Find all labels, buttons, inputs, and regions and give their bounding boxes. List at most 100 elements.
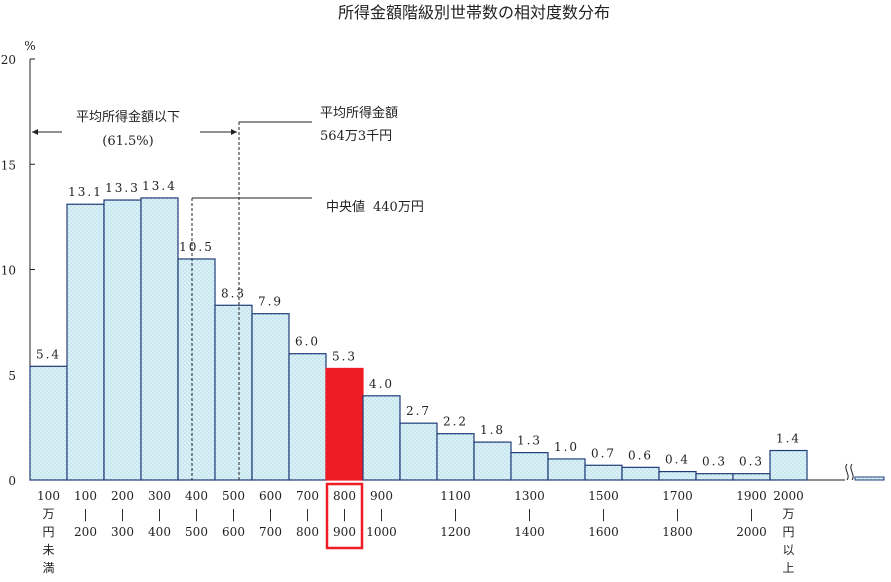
x-tick-label: 700 xyxy=(259,525,282,539)
bar-value-label: 0.3 xyxy=(739,455,764,469)
x-tick-label: 1600 xyxy=(588,525,619,539)
x-tick-label: | xyxy=(194,507,198,521)
bar-value-label: 0.4 xyxy=(665,453,690,467)
x-tick-label: | xyxy=(83,507,87,521)
x-tick-label: 未 xyxy=(42,543,54,557)
x-tick-label: 600 xyxy=(259,489,282,503)
bar-value-label: 1.8 xyxy=(480,423,505,437)
bar-value-label: 13.1 xyxy=(68,185,103,199)
bar-value-label: 2.2 xyxy=(443,415,468,429)
bar-value-label: 1.4 xyxy=(776,432,801,446)
x-tick-label: | xyxy=(268,507,272,521)
x-tick-label: 400 xyxy=(148,525,171,539)
x-tick-label: 300 xyxy=(111,525,134,539)
x-tick-label: 2000 xyxy=(773,489,804,503)
bar xyxy=(584,464,623,481)
x-tick-label: 1200 xyxy=(440,525,471,539)
x-tick-label: 900 xyxy=(333,525,356,539)
x-tick-label: | xyxy=(675,507,679,521)
bar xyxy=(399,422,438,481)
x-tick-label: 1700 xyxy=(662,489,693,503)
median-value: 440万円 xyxy=(373,200,424,215)
bar-value-label: 6.0 xyxy=(295,335,320,349)
y-tick-label: 10 xyxy=(1,264,16,278)
x-tick-label: | xyxy=(342,507,346,521)
x-tick-label: 万 xyxy=(42,507,54,521)
bar xyxy=(769,449,808,481)
bar-value-label: 0.3 xyxy=(702,455,727,469)
x-tick-label: 500 xyxy=(185,525,208,539)
x-tick-label: | xyxy=(379,507,383,521)
bars xyxy=(29,197,808,481)
y-tick-label: 20 xyxy=(1,53,16,67)
bar xyxy=(732,473,771,481)
chart-title: 所得金額階級別世帯数の相対度数分布 xyxy=(338,3,610,22)
value-labels: 5.4 13.1 13.3 13.4 10.5 8.3 7.9 6.0 5.3 4.0 2.7 2.2… xyxy=(36,179,801,469)
bar-value-label: 13.3 xyxy=(105,181,140,195)
bar xyxy=(29,365,68,481)
bar-value-label: 0.7 xyxy=(591,446,616,460)
x-tick-label: | xyxy=(527,507,531,521)
bar xyxy=(251,313,290,481)
bar xyxy=(621,466,660,481)
bar-value-label: 7.9 xyxy=(258,295,283,309)
x-tick-label: | xyxy=(305,507,309,521)
x-tick-label: | xyxy=(120,507,124,521)
arrow-head-right xyxy=(231,129,237,135)
bar xyxy=(362,395,401,481)
bar xyxy=(288,353,327,481)
bar xyxy=(436,433,475,481)
bar-value-label: 10.5 xyxy=(179,240,214,254)
bar-value-label: 8.3 xyxy=(221,286,246,300)
bar xyxy=(473,441,512,481)
x-tick-label: 200 xyxy=(111,489,134,503)
x-tick-label: | xyxy=(231,507,235,521)
bar xyxy=(66,203,105,481)
y-axis-unit: % xyxy=(24,39,35,53)
bar-value-label: 4.0 xyxy=(369,377,394,391)
bar-value-label: 5.3 xyxy=(332,349,357,363)
bar-value-label: 2.7 xyxy=(406,404,431,418)
mean-value: 564万3千円 xyxy=(320,129,392,144)
x-tick-label: 満 xyxy=(42,561,54,575)
x-tick-label: 300 xyxy=(148,489,171,503)
below-mean-label: 平均所得金額以下 xyxy=(76,109,180,125)
y-tick-label: 15 xyxy=(1,158,16,172)
x-tick-label: | xyxy=(157,507,161,521)
x-tick-label: 2000 xyxy=(736,525,767,539)
bar-value-label: 1.3 xyxy=(517,434,542,448)
bar xyxy=(547,458,586,481)
x-tick-label: 500 xyxy=(222,489,245,503)
x-tick-label: 900 xyxy=(370,489,393,503)
x-tick-label: 1400 xyxy=(514,525,545,539)
x-tick-label: 800 xyxy=(296,525,319,539)
mean-label: 平均所得金額 xyxy=(320,105,398,121)
bar xyxy=(325,367,364,481)
highlight-box xyxy=(325,482,364,550)
x-tick-label: 1500 xyxy=(588,489,619,503)
bar xyxy=(140,197,179,481)
x-tick-label: 以 xyxy=(782,543,794,557)
x-tick-label: 円 xyxy=(42,525,54,539)
x-tick-label: 1100 xyxy=(440,489,471,503)
axis-break xyxy=(845,463,885,481)
bar-value-label: 5.4 xyxy=(36,347,61,361)
bar xyxy=(658,470,697,481)
median-label: 中央値 xyxy=(326,199,365,215)
bar-value-label: 1.0 xyxy=(554,440,579,454)
mean-median-annotations: 平均所得金額以下 (61.5%) 平均所得金額 564万3千円 中央値 440万… xyxy=(32,105,424,480)
y-tick-label: 0 xyxy=(8,474,16,488)
x-tick-label: 100 xyxy=(37,489,60,503)
x-tick-label: 100 xyxy=(74,489,97,503)
x-tick-label: 200 xyxy=(74,525,97,539)
bar xyxy=(103,199,142,481)
y-tick-label: 5 xyxy=(8,369,16,383)
x-tick-label: 800 xyxy=(333,489,356,503)
x-tick-label: 1300 xyxy=(514,489,545,503)
bar xyxy=(214,304,253,481)
x-tick-label: | xyxy=(749,507,753,521)
bar xyxy=(510,452,549,481)
x-tick-label: 万 xyxy=(782,507,794,521)
bar xyxy=(177,258,216,481)
